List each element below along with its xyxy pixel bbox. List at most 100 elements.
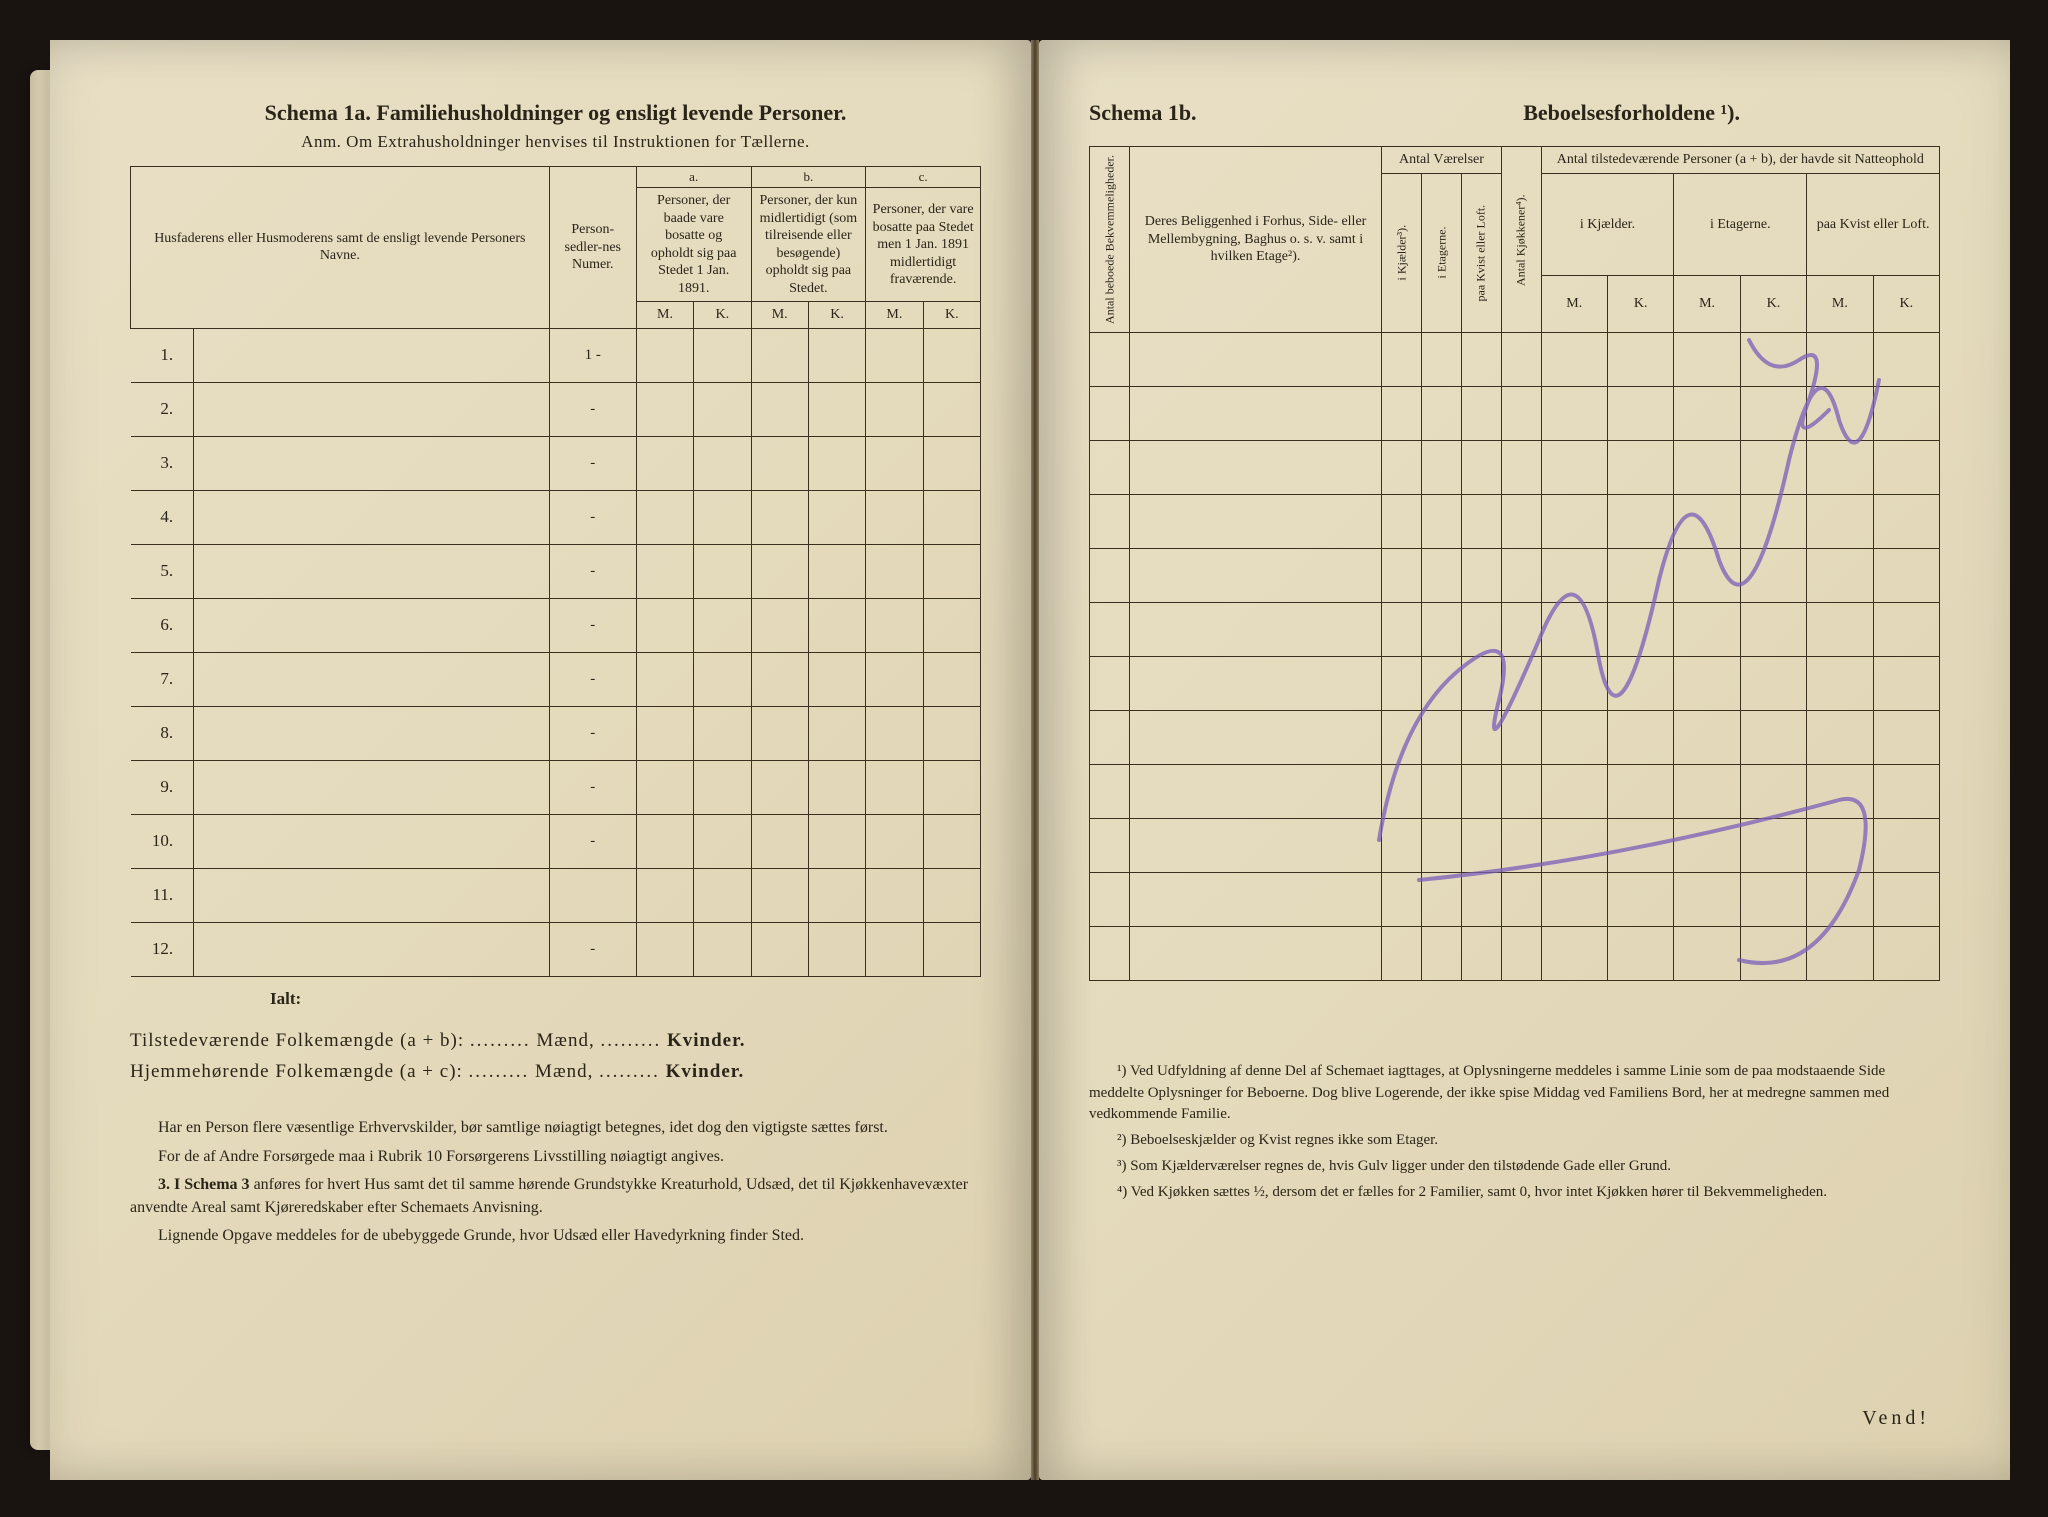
row-number: 3. xyxy=(131,436,194,490)
table-row xyxy=(1090,602,1940,656)
name-cell xyxy=(194,382,550,436)
name-cell xyxy=(194,814,550,868)
footnote-2: ²) Beboelseskjælder og Kvist regnes ikke… xyxy=(1089,1130,1940,1152)
row-number: 7. xyxy=(131,652,194,706)
person-num-cell: 1 - xyxy=(549,328,636,382)
row-number: 4. xyxy=(131,490,194,544)
table-row xyxy=(1090,710,1940,764)
schema-1b-table: Antal beboede Bekvemmeligheder. Deres Be… xyxy=(1089,146,1940,981)
footnote-3: ³) Som Kjælderværelser regnes de, hvis G… xyxy=(1089,1156,1940,1178)
name-cell xyxy=(194,328,550,382)
row-number: 8. xyxy=(131,706,194,760)
name-cell xyxy=(194,544,550,598)
col-b-m: M. xyxy=(751,302,808,329)
header-antal-til: Antal tilstedeværende Personer (a + b), … xyxy=(1541,147,1939,174)
name-cell xyxy=(194,760,550,814)
h-ietagerne2: i Etagerne. xyxy=(1674,173,1807,276)
table-row: 11. xyxy=(131,868,981,922)
h-paakvist: paa Kvist eller Loft. xyxy=(1461,173,1501,332)
right-page: Schema 1b. Beboelsesforholdene ¹). Antal… xyxy=(1039,40,2010,1480)
col-a-m: M. xyxy=(636,302,693,329)
table-row xyxy=(1090,386,1940,440)
total-line2: Hjemmehørende Folkemængde (a + c): xyxy=(130,1061,463,1082)
header-antal-bek: Antal beboede Bekvemmeligheder. xyxy=(1090,147,1130,333)
col-a-k: K. xyxy=(694,302,751,329)
h-ikjaelder2: i Kjælder. xyxy=(1541,173,1674,276)
person-num-cell: - xyxy=(549,706,636,760)
col-b-k: K. xyxy=(808,302,865,329)
table-row: 8. - xyxy=(131,706,981,760)
schema-1a-subtitle: Anm. Om Extrahusholdninger henvises til … xyxy=(130,132,981,152)
table-row xyxy=(1090,440,1940,494)
book-spread: Schema 1a. Familiehusholdninger og ensli… xyxy=(50,40,2010,1480)
person-num-cell: - xyxy=(549,814,636,868)
table-row: 4. - xyxy=(131,490,981,544)
h-paakvist2: paa Kvist eller Loft. xyxy=(1807,173,1940,276)
person-num-cell: - xyxy=(549,544,636,598)
table-row xyxy=(1090,872,1940,926)
person-num-cell: - xyxy=(549,760,636,814)
col-c-k: K. xyxy=(923,302,980,329)
row-number: 1. xyxy=(131,328,194,382)
desc-c: Personer, der vare bosatte paa Stedet me… xyxy=(866,188,981,302)
h-ietagerne: i Etagerne. xyxy=(1422,173,1462,332)
row-number: 11. xyxy=(131,868,194,922)
footer-p2: For de af Andre Forsørgede maa i Rubrik … xyxy=(130,1146,981,1168)
row-number: 2. xyxy=(131,382,194,436)
row-number: 9. xyxy=(131,760,194,814)
header-name: Husfaderens eller Husmoderens samt de en… xyxy=(131,167,550,329)
book-spine xyxy=(1031,40,1039,1480)
desc-a: Personer, der baade vare bosatte og opho… xyxy=(636,188,751,302)
table-row: 12. - xyxy=(131,922,981,976)
table-row xyxy=(1090,494,1940,548)
name-cell xyxy=(194,922,550,976)
name-cell xyxy=(194,490,550,544)
vend-label: Vend! xyxy=(1862,1407,1930,1430)
table-row xyxy=(1090,764,1940,818)
row-number: 10. xyxy=(131,814,194,868)
person-num-cell: - xyxy=(549,922,636,976)
header-antal-vaer: Antal Værelser xyxy=(1382,147,1502,174)
person-num-cell: - xyxy=(549,652,636,706)
footer-p1: Har en Person flere væsentlige Erhvervsk… xyxy=(130,1117,981,1139)
person-num-cell: - xyxy=(549,436,636,490)
footer-p4: Lignende Opgave meddeles for de ubebygge… xyxy=(130,1225,981,1247)
table-row: 9. - xyxy=(131,760,981,814)
row-number: 6. xyxy=(131,598,194,652)
person-num-cell: - xyxy=(549,598,636,652)
col-a-label: a. xyxy=(636,167,751,188)
name-cell xyxy=(194,652,550,706)
header-belig: Deres Beliggenhed i Forhus, Side- eller … xyxy=(1129,147,1381,333)
row-number: 12. xyxy=(131,922,194,976)
desc-b: Personer, der kun midlertidigt (som tilr… xyxy=(751,188,866,302)
schema-1a-table: Husfaderens eller Husmoderens samt de en… xyxy=(130,166,981,977)
table-row: 6. - xyxy=(131,598,981,652)
h-ikjaelder: i Kjælder³). xyxy=(1382,173,1422,332)
col-c-m: M. xyxy=(866,302,923,329)
table-row xyxy=(1090,656,1940,710)
col-b-label: b. xyxy=(751,167,866,188)
left-page: Schema 1a. Familiehusholdninger og ensli… xyxy=(50,40,1031,1480)
table-row xyxy=(1090,926,1940,980)
right-footnotes: ¹) Ved Udfyldning af denne Del af Schema… xyxy=(1089,1061,1940,1204)
name-cell xyxy=(194,436,550,490)
footnote-1: ¹) Ved Udfyldning af denne Del af Schema… xyxy=(1089,1061,1940,1126)
schema-1a-title: Schema 1a. Familiehusholdninger og ensli… xyxy=(130,100,981,126)
table-row xyxy=(1090,332,1940,386)
table-row: 1. 1 - xyxy=(131,328,981,382)
table-row xyxy=(1090,818,1940,872)
left-footer: Har en Person flere væsentlige Erhvervsk… xyxy=(130,1117,981,1247)
table-row: 2. - xyxy=(131,382,981,436)
table-row: 5. - xyxy=(131,544,981,598)
person-num-cell xyxy=(549,868,636,922)
person-num-cell: - xyxy=(549,382,636,436)
table-row: 3. - xyxy=(131,436,981,490)
ialt-label: Ialt: xyxy=(270,989,301,1008)
schema-1b-title: Beboelsesforholdene ¹). xyxy=(1523,100,1740,126)
col-c-label: c. xyxy=(866,167,981,188)
table-row: 10. - xyxy=(131,814,981,868)
name-cell xyxy=(194,706,550,760)
footer-p3: 3. I Schema 3 anføres for hvert Hus samt… xyxy=(130,1174,981,1219)
footnote-4: ⁴) Ved Kjøkken sættes ½, dersom det er f… xyxy=(1089,1182,1940,1204)
row-number: 5. xyxy=(131,544,194,598)
